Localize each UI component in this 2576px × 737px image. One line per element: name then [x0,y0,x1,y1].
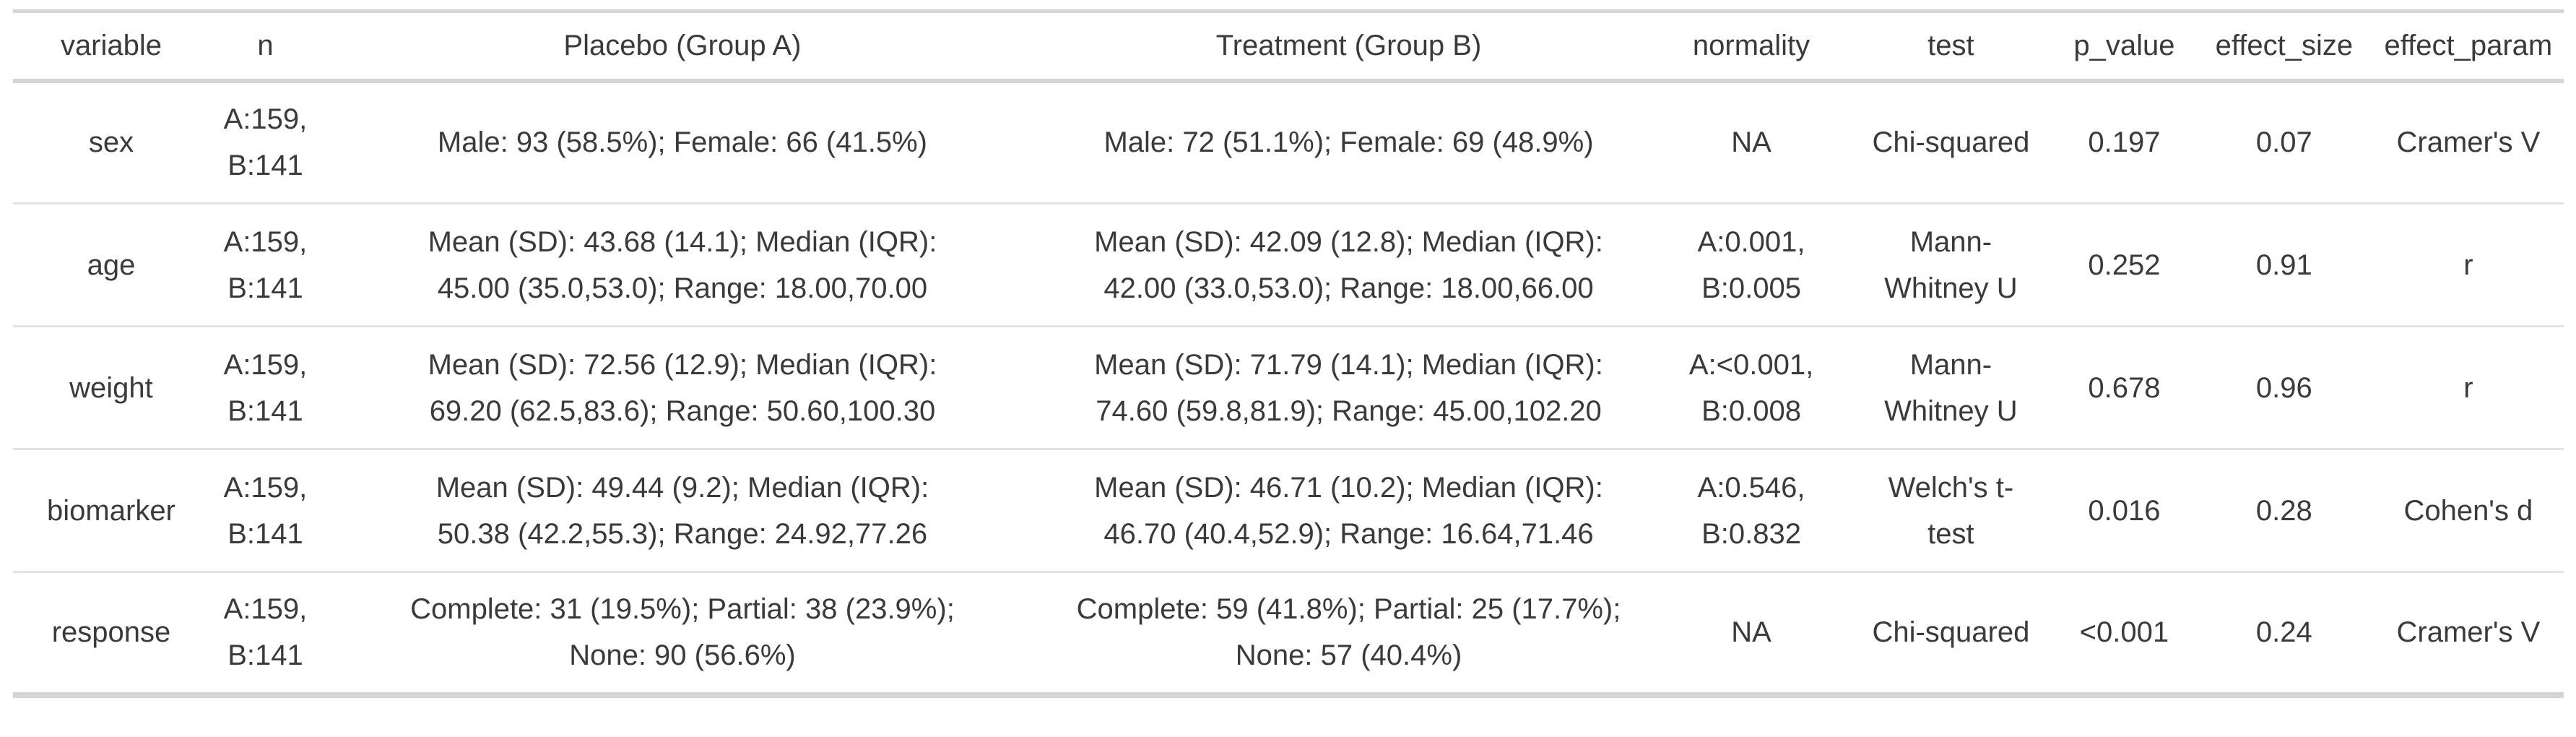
column-header-effect-param: effect_param [2384,30,2553,62]
cell-effect-size: 0.91 [2255,249,2312,281]
table-row-weight: weight A:159, B:141 Mean (SD): 72.56 (12… [13,327,2564,449]
column-header-treatment-group-b: Treatment (Group B) [1215,30,1482,62]
cell-n: A:159, B:141 [223,225,308,304]
cell-p-value: <0.001 [2079,616,2169,649]
cell-n: A:159, B:141 [223,593,308,672]
cell-normality: NA [1731,126,1771,159]
cell-test: Welch's t- test [1888,471,2014,550]
cell-effect-param: Cramer's V [2396,616,2541,649]
cell-test: Mann- Whitney U [1884,225,2018,304]
cell-treatment: Mean (SD): 46.71 (10.2); Median (IQR): 4… [1094,471,1603,550]
cell-treatment: Mean (SD): 71.79 (14.1); Median (IQR): 7… [1094,348,1603,427]
cell-effect-param: Cramer's V [2396,126,2541,159]
cell-placebo: Male: 93 (58.5%); Female: 66 (41.5%) [437,126,927,159]
table-row-biomarker: biomarker A:159, B:141 Mean (SD): 49.44 … [13,449,2564,572]
cell-p-value: 0.016 [2088,494,2161,527]
cell-n: A:159, B:141 [223,471,308,550]
column-header-variable: variable [60,30,162,62]
cell-effect-param: r [2463,371,2473,404]
table-row-sex: sex A:159, B:141 Male: 93 (58.5%); Femal… [13,81,2564,204]
cell-test: Chi-squared [1872,126,2030,159]
cell-normality: NA [1731,616,1771,649]
cell-placebo: Mean (SD): 49.44 (9.2); Median (IQR): 50… [435,471,929,550]
cell-effect-size: 0.96 [2255,371,2312,404]
summary-statistics-table: variable n Placebo (Group A) Treatment (… [13,9,2564,698]
cell-effect-param: r [2463,249,2473,281]
header-row: variable n Placebo (Group A) Treatment (… [13,12,2564,81]
table-row-age: age A:159, B:141 Mean (SD): 43.68 (14.1)… [13,204,2564,327]
cell-variable: age [87,249,136,281]
cell-placebo: Mean (SD): 72.56 (12.9); Median (IQR): 6… [428,348,937,427]
cell-test: Chi-squared [1872,616,2030,649]
cell-variable: sex [88,126,134,159]
cell-treatment: Complete: 59 (41.8%); Partial: 25 (17.7%… [1076,593,1621,672]
column-header-p-value: p_value [2073,30,2175,62]
table-row-response: response A:159, B:141 Complete: 31 (19.5… [13,572,2564,695]
cell-effect-size: 0.07 [2255,126,2312,159]
cell-p-value: 0.252 [2088,249,2161,281]
column-header-normality: normality [1692,30,1810,62]
column-header-placebo-group-a: Placebo (Group A) [563,30,802,62]
cell-variable: weight [69,371,153,404]
cell-treatment: Mean (SD): 42.09 (12.8); Median (IQR): 4… [1094,225,1603,304]
column-header-effect-size: effect_size [2215,30,2354,62]
cell-effect-size: 0.24 [2255,616,2312,649]
cell-treatment: Male: 72 (51.1%); Female: 69 (48.9%) [1103,126,1594,159]
summary-table-container: variable n Placebo (Group A) Treatment (… [13,9,2564,698]
cell-placebo: Mean (SD): 43.68 (14.1); Median (IQR): 4… [428,225,937,304]
cell-normality: A:<0.001, B:0.008 [1688,348,1814,427]
cell-variable: biomarker [47,494,175,527]
column-header-test: test [1927,30,1974,62]
cell-effect-size: 0.28 [2255,494,2312,527]
cell-n: A:159, B:141 [223,103,308,182]
cell-placebo: Complete: 31 (19.5%); Partial: 38 (23.9%… [410,593,955,672]
cell-normality: A:0.001, B:0.005 [1697,225,1805,304]
cell-n: A:159, B:141 [223,348,308,427]
cell-effect-param: Cohen's d [2403,494,2533,527]
cell-test: Mann- Whitney U [1884,348,2018,427]
cell-p-value: 0.678 [2088,371,2161,404]
cell-normality: A:0.546, B:0.832 [1697,471,1805,550]
cell-p-value: 0.197 [2088,126,2161,159]
column-header-n: n [257,30,274,62]
cell-variable: response [51,616,171,649]
